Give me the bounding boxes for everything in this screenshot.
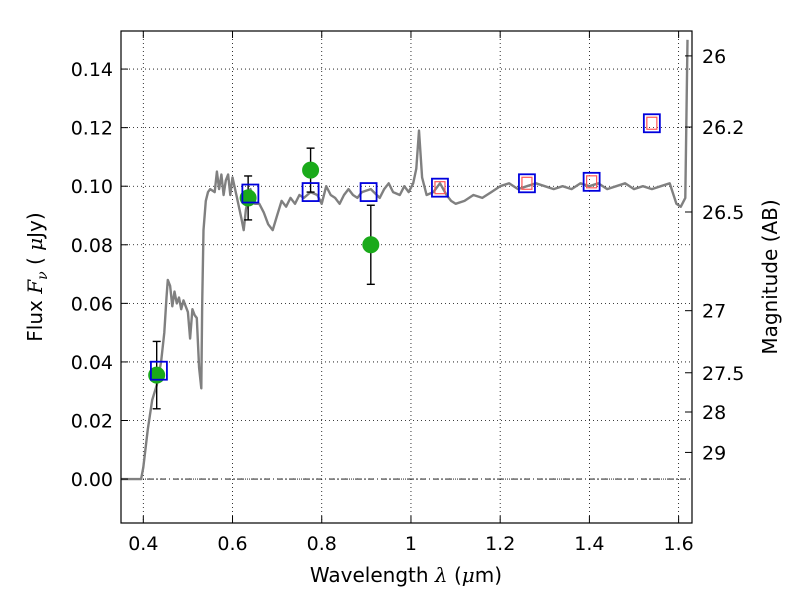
x-tick-label: 1.2 bbox=[485, 533, 515, 555]
y2-tick-label: 29 bbox=[702, 442, 726, 464]
grid-lines bbox=[121, 31, 692, 523]
alt-model-square bbox=[521, 176, 533, 190]
model-spectrum-line bbox=[121, 39, 689, 481]
x-tick-label: 0.8 bbox=[307, 533, 337, 555]
model-photometry-square bbox=[642, 113, 661, 134]
alt-model-square bbox=[586, 175, 598, 189]
y-tick-label: 0.12 bbox=[71, 118, 113, 140]
y2-axis-title: Magnitude (AB) bbox=[758, 199, 782, 354]
x-tick-label: 1.4 bbox=[574, 533, 604, 555]
plot-layer bbox=[121, 39, 689, 481]
observed-flux-point bbox=[302, 161, 320, 179]
x-axis-ticks: 0.4 0.6 0.8 1 1.2 1.4 1.6 bbox=[128, 31, 694, 555]
x-tick-label: 1 bbox=[405, 533, 417, 555]
y2-tick-label: 26 bbox=[702, 46, 726, 68]
model-photometry-square bbox=[431, 177, 449, 198]
y-tick-label: 0.14 bbox=[71, 59, 113, 81]
y-axis-title: Flux Fν ( μJy) bbox=[23, 212, 51, 341]
model-photometry-square bbox=[241, 183, 260, 204]
y2-tick-label: 27 bbox=[702, 301, 726, 323]
y-tick-label: 0.02 bbox=[71, 411, 113, 433]
x-tick-label: 0.4 bbox=[128, 533, 158, 555]
y-tick-label: 0.06 bbox=[71, 293, 113, 315]
x-axis-title: Wavelength λ (μm) bbox=[310, 563, 502, 587]
x-tick-label: 1.6 bbox=[664, 533, 694, 555]
y2-tick-label: 27.5 bbox=[702, 363, 744, 385]
model-photometry-square bbox=[518, 173, 536, 194]
model-photometry-square bbox=[359, 182, 378, 202]
y-tick-label: 0.04 bbox=[71, 352, 113, 374]
y2-axis-ticks: 26 26.2 26.5 27 27.5 28 29 bbox=[685, 46, 744, 464]
y-tick-label: 0.08 bbox=[71, 235, 113, 257]
y-tick-label: 0.10 bbox=[71, 176, 113, 198]
y2-tick-label: 26.2 bbox=[702, 117, 744, 139]
alt-model-square bbox=[646, 116, 658, 130]
model-photometry-square bbox=[582, 171, 601, 192]
y-tick-label: 0.00 bbox=[71, 469, 113, 491]
model-photometry-square bbox=[301, 182, 320, 202]
x-tick-label: 0.6 bbox=[217, 533, 247, 555]
model-photometry-square bbox=[150, 360, 168, 381]
observed-flux-point bbox=[362, 236, 380, 254]
plot-frame bbox=[120, 30, 693, 524]
y-axis-ticks: 0.00 0.02 0.04 0.06 0.08 0.10 0.12 0.14 bbox=[71, 59, 128, 491]
alt-model-square bbox=[434, 181, 446, 195]
y2-tick-label: 28 bbox=[702, 402, 726, 424]
y2-tick-label: 26.5 bbox=[702, 202, 744, 224]
